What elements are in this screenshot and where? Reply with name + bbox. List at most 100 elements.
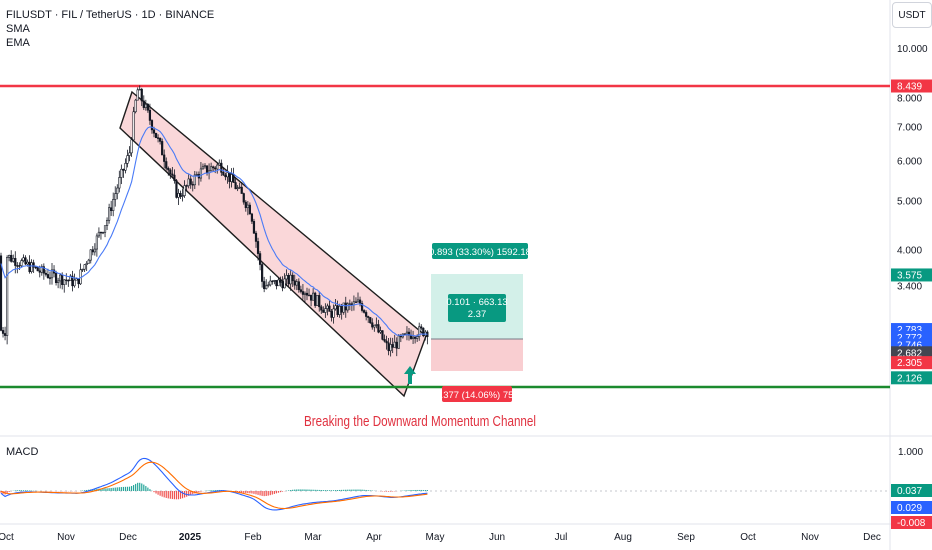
candle-body bbox=[108, 207, 111, 221]
macd-bar bbox=[20, 490, 22, 491]
price-badges: 8.4393.5752.78306:39:352.7722.7462.6822.… bbox=[891, 79, 932, 385]
macd-bar bbox=[116, 487, 118, 491]
candle-body bbox=[238, 186, 241, 189]
indicator-sma[interactable]: SMA bbox=[6, 23, 30, 35]
candle-body bbox=[367, 316, 370, 318]
candle-body bbox=[330, 311, 333, 318]
macd-bar bbox=[263, 491, 265, 497]
macd-bar bbox=[122, 486, 124, 491]
macd-badge-bg-0 bbox=[891, 484, 932, 497]
macd-bar bbox=[410, 490, 412, 491]
price-tick-3: 6.000 bbox=[897, 157, 922, 168]
macd-bar bbox=[100, 488, 102, 491]
stop-zone[interactable] bbox=[431, 339, 523, 371]
time-label-5: Mar bbox=[304, 532, 322, 543]
macd-legend[interactable]: MACD bbox=[6, 446, 39, 458]
candle-body bbox=[252, 221, 256, 234]
macd-bar bbox=[361, 489, 363, 491]
candle-body bbox=[103, 225, 107, 233]
macd-bar bbox=[265, 491, 267, 496]
macd-bar bbox=[314, 489, 316, 491]
candle-body bbox=[340, 305, 343, 313]
candle-body bbox=[118, 177, 121, 189]
candle-body bbox=[97, 231, 101, 237]
candle-body bbox=[385, 340, 388, 344]
time-axis[interactable]: Oct Nov Dec 2025 Feb Mar Apr May Jun Jul Aug Sep Oct… bbox=[0, 532, 881, 543]
candle-body bbox=[309, 294, 313, 301]
candle-body bbox=[248, 204, 251, 215]
macd-bar bbox=[208, 490, 210, 491]
candle-body bbox=[332, 308, 335, 318]
macd-bar bbox=[114, 487, 116, 491]
macd-bar bbox=[420, 489, 422, 491]
macd-bar bbox=[294, 489, 296, 491]
candle-body bbox=[228, 172, 231, 182]
macd-bar bbox=[110, 487, 112, 491]
candle-body bbox=[161, 141, 164, 156]
time-label-14: Dec bbox=[863, 532, 881, 543]
candle-body bbox=[338, 305, 341, 315]
macd-bar bbox=[86, 489, 88, 491]
candle-body bbox=[34, 266, 37, 269]
candle-body bbox=[105, 219, 109, 226]
price-axis[interactable]: 10.000 8.000 7.000 6.000 5.000 4.000 3.400 bbox=[897, 44, 928, 292]
candle-body bbox=[348, 303, 351, 305]
symbol-title[interactable]: FILUSDT · FIL / TetherUS · 1D · BINANCE bbox=[6, 9, 215, 21]
macd-bar bbox=[275, 491, 277, 494]
macd-bar bbox=[8, 491, 10, 492]
macd-bar bbox=[388, 491, 390, 492]
downward-channel[interactable] bbox=[119, 90, 427, 398]
indicator-ema[interactable]: EMA bbox=[6, 37, 30, 49]
candle-body bbox=[61, 274, 64, 285]
candle-body bbox=[77, 278, 80, 285]
macd-bar bbox=[175, 491, 178, 500]
price-badge-bg-7 bbox=[891, 371, 932, 385]
macd-bar bbox=[26, 490, 29, 491]
time-label-6: Apr bbox=[366, 532, 382, 543]
candle-body bbox=[334, 305, 337, 310]
macd-bar bbox=[261, 491, 263, 496]
macd-bar bbox=[196, 491, 198, 493]
macd-bar bbox=[161, 491, 163, 497]
macd-bar bbox=[163, 491, 165, 498]
candle-body bbox=[67, 279, 70, 282]
time-label-13: Nov bbox=[801, 532, 819, 543]
price-badge-0: 8.439 bbox=[897, 82, 922, 93]
currency-button[interactable]: USDT bbox=[892, 2, 932, 28]
chart-annotation-title[interactable]: Breaking the Downward Momentum Channel bbox=[304, 414, 536, 430]
candle-body bbox=[275, 280, 278, 287]
candle-body bbox=[336, 305, 339, 315]
candle-body bbox=[1, 330, 5, 334]
macd-bar bbox=[337, 490, 339, 491]
candle-body bbox=[38, 270, 41, 273]
macd-bar bbox=[404, 490, 406, 491]
candle-body bbox=[16, 265, 19, 267]
macd-bar bbox=[330, 490, 333, 491]
macd-bar bbox=[145, 486, 147, 491]
candle-body bbox=[322, 309, 325, 313]
macd-badge-bg-1 bbox=[891, 501, 932, 514]
candle-body bbox=[381, 330, 384, 340]
candle-body bbox=[32, 262, 35, 268]
price-tick-1: 8.000 bbox=[897, 93, 922, 104]
candle-body bbox=[263, 281, 266, 290]
candle-body bbox=[63, 279, 66, 285]
stop-label: 0.377 (14.06%) 750 bbox=[435, 390, 518, 401]
candle-body bbox=[283, 278, 286, 289]
macd-bar bbox=[310, 489, 312, 491]
candle-body bbox=[256, 241, 260, 254]
candle-body bbox=[148, 109, 152, 121]
candle-body bbox=[291, 274, 294, 282]
candle-body bbox=[132, 111, 135, 141]
candle-body bbox=[214, 167, 217, 170]
candle-body bbox=[85, 263, 88, 265]
macd-bar bbox=[296, 489, 298, 491]
candle-body bbox=[269, 280, 272, 286]
macd-bar bbox=[273, 491, 275, 494]
time-label-2: Dec bbox=[119, 532, 137, 543]
candle-body bbox=[279, 279, 282, 283]
macd-bar bbox=[279, 491, 282, 493]
candle-body bbox=[365, 312, 368, 317]
price-badge-4: 2.746 bbox=[897, 341, 922, 352]
